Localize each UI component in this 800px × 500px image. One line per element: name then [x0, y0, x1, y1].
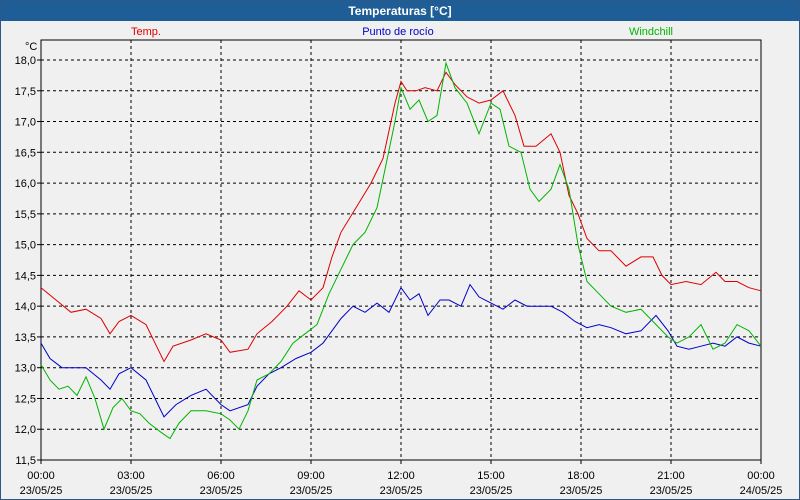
- x-tick-date: 24/05/25: [740, 485, 783, 497]
- x-tick-time: 03:00: [117, 470, 145, 482]
- x-tick-time: 06:00: [207, 470, 235, 482]
- y-tick-label: 13,5: [15, 332, 36, 344]
- legend: Temp. Punto de rocío Windchill: [131, 26, 673, 38]
- series-line-2: [40, 283, 762, 418]
- x-tick-date: 23/05/25: [110, 485, 153, 497]
- x-tick-time: 12:00: [387, 470, 415, 482]
- x-tick-time: 00:00: [27, 470, 55, 482]
- y-axis-ticks: 18,0 17,5 17,0 16,5 16,0 15,5 15,0 14,5 14,0 13,5…: [15, 55, 41, 467]
- y-tick-label: 12,0: [15, 424, 36, 436]
- x-tick-time: 09:00: [297, 470, 325, 482]
- x-tick-time: 00:00: [747, 470, 775, 482]
- y-axis-unit: °C: [25, 41, 37, 53]
- x-tick-date: 23/05/25: [470, 485, 513, 497]
- y-tick-label: 14,0: [15, 301, 36, 313]
- x-tick-date: 23/05/25: [380, 485, 423, 497]
- y-tick-label: 14,5: [15, 270, 36, 282]
- x-tick-time: 15:00: [477, 470, 505, 482]
- series-line-3: [40, 61, 762, 440]
- x-tick-date: 23/05/25: [560, 485, 603, 497]
- y-tick-label: 18,0: [15, 55, 36, 67]
- y-tick-label: 12,5: [15, 393, 36, 405]
- y-tick-label: 16,0: [15, 178, 36, 190]
- grid: [41, 40, 761, 461]
- y-tick-label: 17,5: [15, 86, 36, 98]
- series-lines: [40, 61, 762, 440]
- x-tick-time: 18:00: [567, 470, 595, 482]
- x-tick-date: 23/05/25: [650, 485, 693, 497]
- legend-item: Punto de rocío: [362, 26, 434, 38]
- legend-item: Windchill: [629, 26, 673, 38]
- y-tick-label: 15,0: [15, 240, 36, 252]
- y-tick-label: 13,0: [15, 363, 36, 375]
- y-tick-label: 15,5: [15, 209, 36, 221]
- series-line-1: [40, 71, 762, 363]
- y-tick-label: 16,5: [15, 147, 36, 159]
- x-tick-date: 23/05/25: [200, 485, 243, 497]
- legend-item: Temp.: [131, 26, 161, 38]
- x-tick-time: 21:00: [657, 470, 685, 482]
- x-tick-date: 23/05/25: [20, 485, 63, 497]
- chart-title: Temperaturas [°C]: [1, 1, 799, 21]
- y-tick-label: 11,5: [15, 455, 36, 467]
- y-tick-label: 17,0: [15, 117, 36, 129]
- x-axis-ticks: 00:00 23/05/25 03:00 23/05/25 06:00 23/05/25 0…: [20, 460, 783, 497]
- x-tick-date: 23/05/25: [290, 485, 333, 497]
